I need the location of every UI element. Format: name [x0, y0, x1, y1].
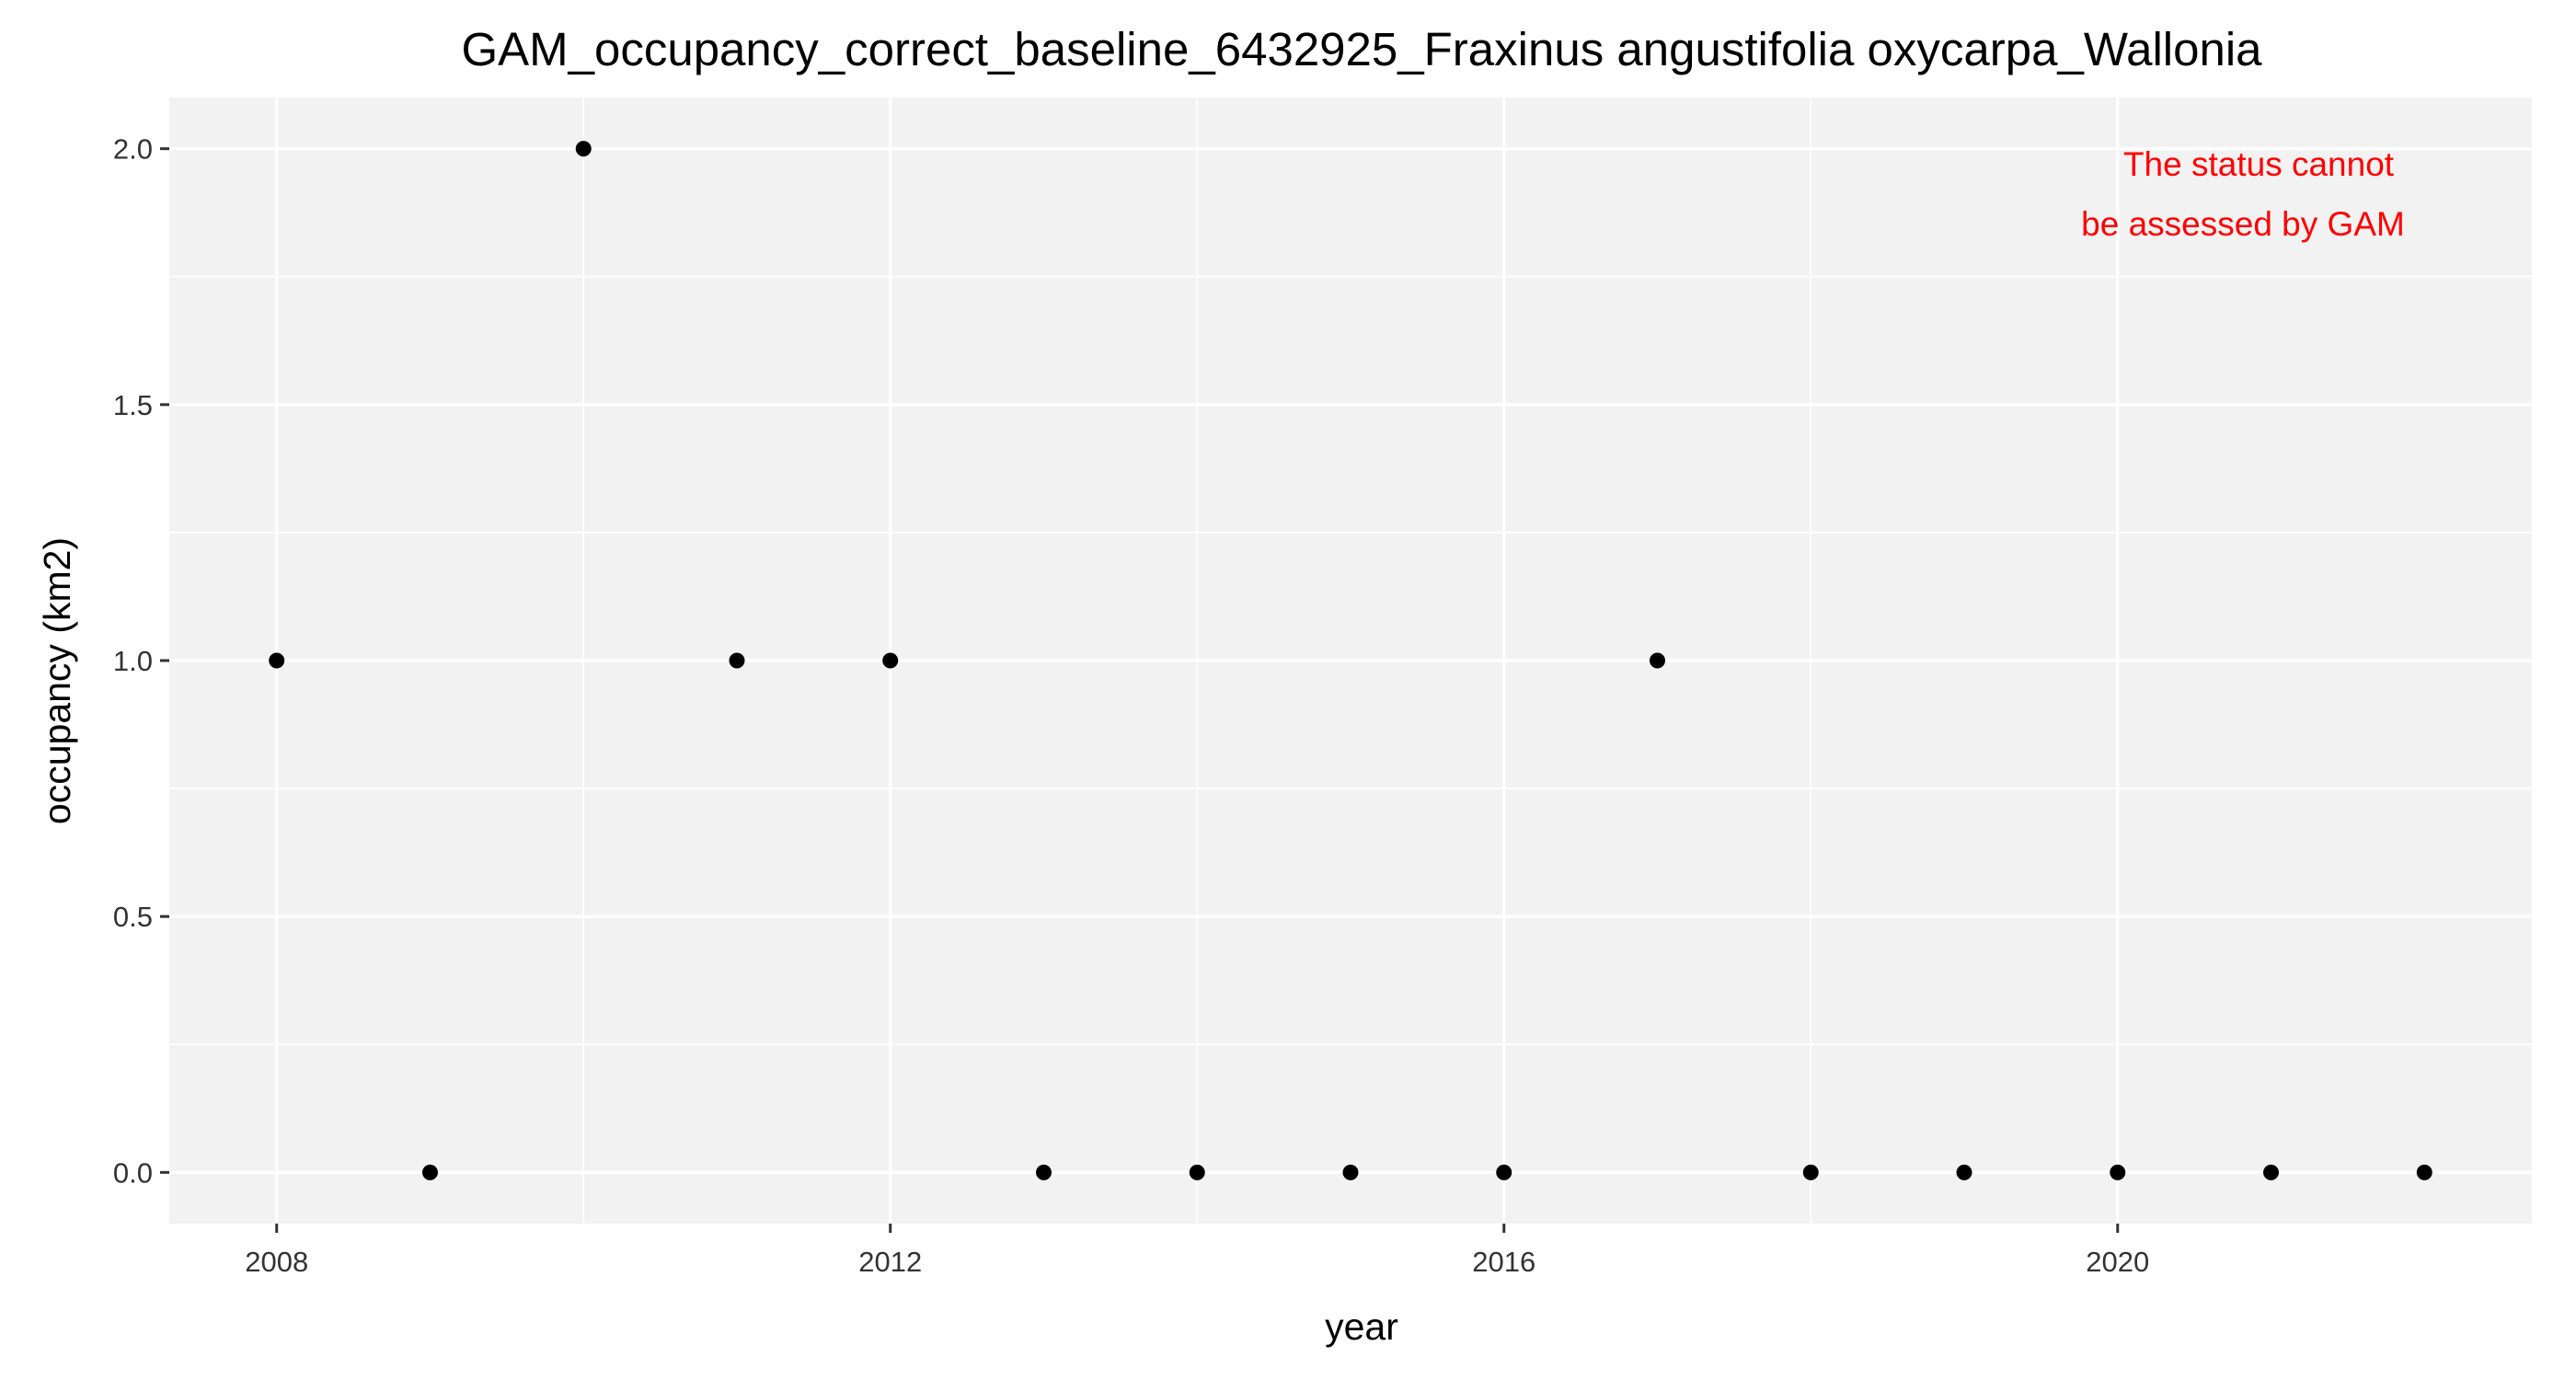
- data-point: [729, 652, 745, 669]
- y-tick-label: 2.0: [113, 133, 153, 166]
- data-point: [1342, 1164, 1359, 1180]
- y-axis-ticks: 0.0 0.5 1.0 1.5 2.0: [113, 133, 169, 1189]
- y-tick-label: 1.5: [113, 389, 153, 421]
- annotation-line-1: The status cannot: [2123, 145, 2395, 183]
- data-points: [269, 141, 2432, 1180]
- data-point: [421, 1164, 438, 1180]
- chart-title: GAM_occupancy_correct_baseline_6432925_F…: [461, 23, 2262, 75]
- y-axis-title: occupancy (km2): [36, 537, 78, 824]
- x-tick-label: 2012: [858, 1246, 922, 1278]
- x-tick-label: 2020: [2086, 1246, 2149, 1278]
- data-point: [2110, 1164, 2126, 1180]
- y-tick-label: 1.0: [113, 645, 153, 677]
- data-point: [1956, 1164, 1972, 1180]
- x-axis-ticks: 2008 2012 2016 2020: [245, 1224, 2149, 1278]
- x-axis-title: year: [1325, 1305, 1398, 1348]
- data-point: [1189, 1164, 1205, 1180]
- data-point: [269, 652, 285, 669]
- x-tick-label: 2008: [245, 1246, 308, 1278]
- x-tick-label: 2016: [1472, 1246, 1535, 1278]
- data-point: [575, 141, 592, 157]
- y-tick-label: 0.5: [113, 901, 153, 933]
- annotation-line-2: be assessed by GAM: [2081, 205, 2405, 243]
- data-point: [882, 652, 899, 669]
- data-point: [2416, 1164, 2432, 1180]
- y-tick-label: 0.0: [113, 1156, 153, 1189]
- data-point: [2263, 1164, 2280, 1180]
- data-point: [1802, 1164, 1819, 1180]
- data-point: [1035, 1164, 1052, 1180]
- data-point: [1650, 652, 1666, 669]
- data-point: [1496, 1164, 1512, 1180]
